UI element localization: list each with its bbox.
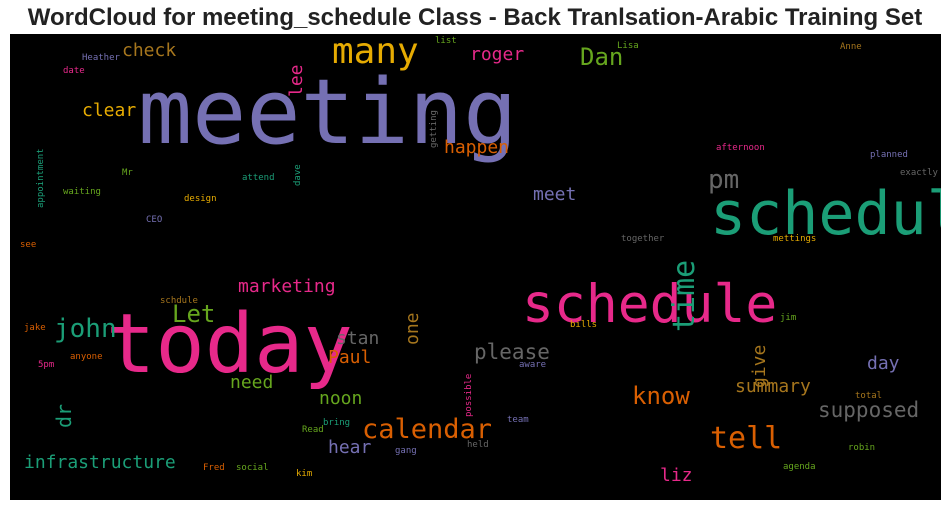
word-please: please	[474, 340, 550, 364]
word-noon: noon	[319, 388, 363, 409]
word-summary: summary	[735, 376, 811, 397]
word-marketing: marketing	[238, 276, 336, 297]
word-kim: kim	[296, 469, 313, 479]
word-dave: dave	[293, 164, 303, 186]
word-total: total	[855, 391, 883, 401]
word-appointment: appointment	[36, 148, 46, 208]
word-held: held	[467, 440, 489, 450]
word-waiting: waiting	[63, 187, 101, 197]
word-today: today	[106, 297, 353, 392]
word-heather: Heather	[82, 53, 120, 63]
word-time: time	[667, 259, 702, 332]
word-pm: pm	[708, 165, 740, 195]
word-ceo: CEO	[146, 215, 163, 225]
word-hear: hear	[328, 437, 372, 458]
word-tell: tell	[710, 421, 783, 456]
word-liz: liz	[660, 465, 693, 486]
word-agenda: agenda	[783, 462, 816, 472]
word-bills: bills	[570, 320, 598, 330]
word-design: design	[184, 194, 217, 204]
word-happen: happen	[444, 137, 510, 158]
word-bring: bring	[323, 418, 351, 428]
word-let: Let	[172, 300, 216, 328]
word-roger: roger	[470, 44, 525, 65]
chart-title: WordCloud for meeting_schedule Class - B…	[27, 4, 923, 31]
word-lee: lee	[286, 64, 307, 97]
word-meet: meet	[533, 184, 577, 205]
word-supposed: supposed	[818, 398, 920, 422]
word-getting: getting	[429, 110, 439, 148]
word-afternoon: afternoon	[716, 143, 765, 153]
word-mr: Mr	[122, 168, 133, 178]
word-read: Read	[302, 425, 324, 435]
word-clear: clear	[82, 100, 137, 121]
word-schdule: schdule	[160, 296, 198, 306]
word-anne: Anne	[840, 42, 862, 52]
word-see: see	[20, 240, 37, 250]
word-need: need	[230, 372, 274, 393]
word-exactly: exactly	[900, 168, 938, 178]
word-aware: aware	[519, 360, 547, 370]
word-list: list	[435, 36, 457, 46]
word-know: know	[632, 382, 690, 410]
word-lisa: Lisa	[617, 41, 639, 51]
word-date: date	[63, 66, 85, 76]
word-give: give	[749, 344, 770, 388]
word-dan: Dan	[580, 43, 624, 71]
word-one: one	[402, 312, 423, 345]
word-5pm: 5pm	[38, 360, 55, 370]
word-meeting: meeting	[138, 60, 518, 165]
word-stan: stan	[336, 328, 380, 349]
word-jim: jim	[780, 313, 797, 323]
word-team: team	[507, 415, 529, 425]
word-jake: jake	[24, 323, 46, 333]
wordcloud-canvas: meeting today scheduled schedule many time tel…	[10, 34, 941, 500]
word-dr: dr	[52, 403, 76, 428]
word-fred: Fred	[203, 463, 225, 473]
word-robin: robin	[848, 443, 876, 453]
word-calendar: calendar	[362, 414, 493, 445]
word-many: many	[332, 34, 419, 72]
word-anyone: anyone	[70, 352, 103, 362]
word-mettings: mettings	[773, 234, 817, 244]
word-day: day	[867, 353, 900, 374]
word-infrastructure: infrastructure	[24, 452, 176, 473]
word-scheduled: scheduled	[710, 179, 941, 249]
word-check: check	[122, 40, 177, 61]
word-possible: possible	[464, 373, 474, 417]
word-planned: planned	[870, 150, 908, 160]
word-schedule: schedule	[522, 274, 778, 335]
word-john: john	[54, 314, 117, 344]
word-paul: Paul	[328, 347, 372, 368]
word-gang: gang	[395, 446, 417, 456]
word-attend: attend	[242, 173, 275, 183]
word-social: social	[236, 463, 269, 473]
word-together: together	[621, 234, 665, 244]
